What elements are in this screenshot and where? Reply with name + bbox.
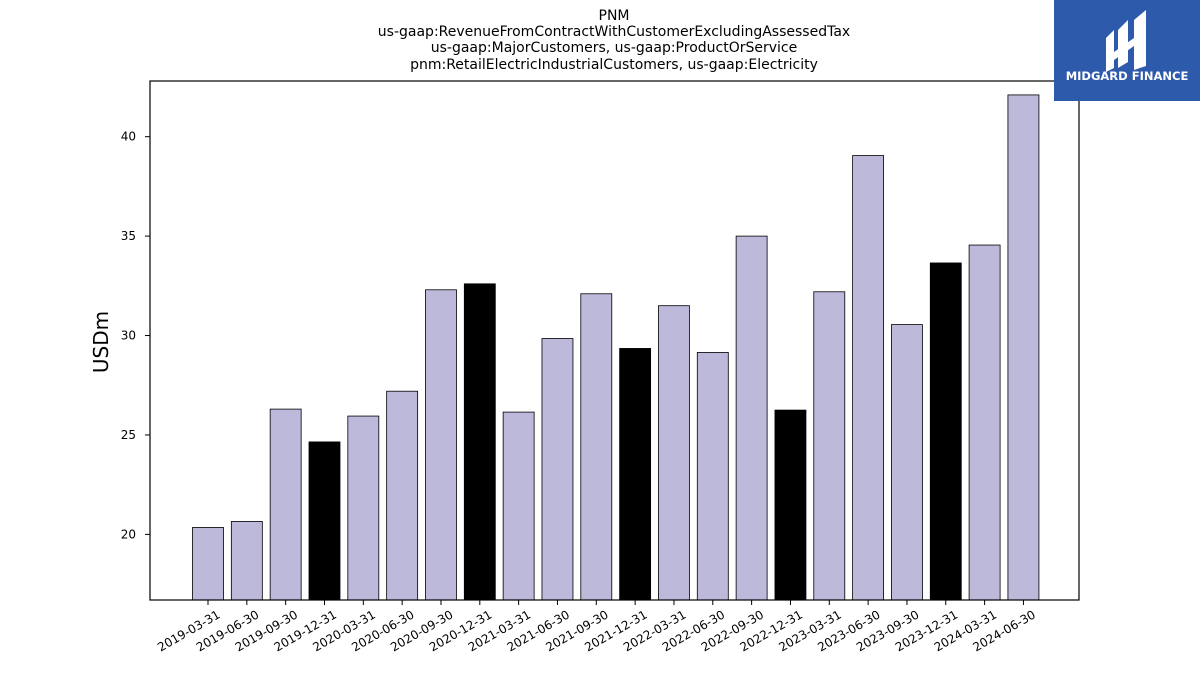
- chart-title-line-2: us-gaap:RevenueFromContractWithCustomerE…: [378, 24, 850, 40]
- x-axis: 2019-03-312019-06-302019-09-302019-12-31…: [155, 600, 1038, 654]
- bar-2022-12-31: [774, 409, 807, 601]
- bar-2021-12-31: [619, 348, 652, 601]
- bar-2021-03-31: [502, 411, 535, 601]
- y-tick-label: 35: [121, 229, 136, 243]
- chart-title-line-4: pnm:RetailElectricIndustrialCustomers, u…: [410, 57, 818, 73]
- bar-2024-06-30: [1007, 94, 1040, 601]
- y-tick-label: 30: [121, 329, 136, 343]
- logo-mark-icon: [1106, 10, 1146, 72]
- bar-2020-12-31: [463, 283, 496, 601]
- bar-2019-12-31: [308, 441, 341, 601]
- bar-2022-03-31: [658, 305, 690, 601]
- bars-layer: [192, 94, 1040, 601]
- bar-2019-03-31: [192, 527, 224, 601]
- plot-frame: [149, 80, 1080, 601]
- bar-2020-03-31: [347, 415, 380, 601]
- bar-2021-06-30: [541, 338, 574, 601]
- bar-2022-09-30: [735, 235, 768, 601]
- chart-title-line-1: PNM: [599, 8, 630, 24]
- chart-title-line-3: us-gaap:MajorCustomers, us-gaap:ProductO…: [431, 40, 797, 56]
- bar-2022-06-30: [696, 352, 729, 601]
- bar-2023-12-31: [929, 262, 962, 601]
- bar-2019-09-30: [269, 408, 302, 601]
- y-tick-label: 20: [121, 527, 136, 541]
- bar-2020-06-30: [386, 390, 419, 601]
- logo-text: MIDGARD FINANCE: [1066, 69, 1189, 83]
- bar-2020-09-30: [425, 289, 457, 601]
- midgard-finance-logo: MIDGARD FINANCE: [1054, 0, 1200, 101]
- y-tick-label: 40: [121, 130, 136, 144]
- chart-title: PNM us-gaap:RevenueFromContractWithCusto…: [378, 8, 850, 73]
- y-tick-label: 25: [121, 428, 136, 442]
- y-axis-label: USDm: [89, 311, 113, 373]
- bar-2024-03-31: [968, 244, 1001, 601]
- bar-2023-03-31: [813, 291, 846, 601]
- bar-2023-09-30: [891, 324, 923, 601]
- bar-2021-09-30: [580, 293, 613, 601]
- bar-2023-06-30: [852, 155, 885, 601]
- y-axis: 20 25 30 35 40: [121, 130, 150, 541]
- bar-2019-06-30: [230, 521, 263, 601]
